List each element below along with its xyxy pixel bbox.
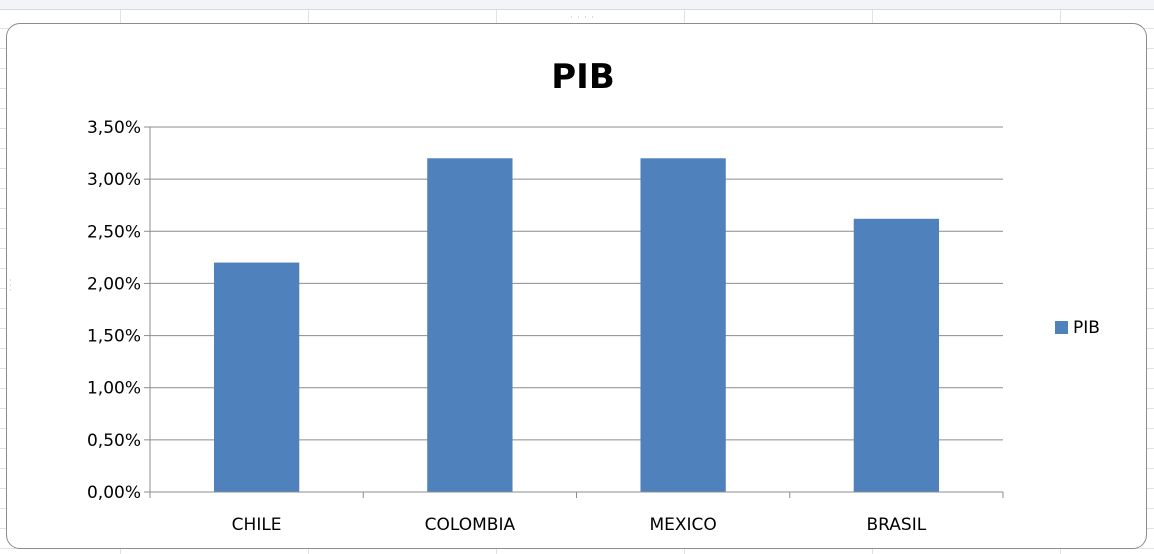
- x-axis-label-chile: CHILE: [232, 515, 282, 535]
- column-header-strip: [0, 0, 1154, 10]
- bar-mexico[interactable]: [640, 158, 726, 493]
- y-axis-tick-label: 3,00%: [87, 170, 141, 190]
- legend[interactable]: PIB: [1055, 318, 1100, 338]
- y-axis-tick-label: 1,00%: [87, 379, 141, 399]
- chart-area[interactable]: [6, 23, 1147, 549]
- y-axis-tick-label: 3,50%: [87, 118, 141, 138]
- y-axis-tick-label: 0,00%: [87, 483, 141, 503]
- x-axis-label-brasil: BRASIL: [867, 515, 927, 535]
- legend-label-pib: PIB: [1073, 318, 1100, 338]
- x-axis-label-mexico: MEXICO: [649, 515, 716, 535]
- y-axis-tick-labels: 0,00% 0,50% 1,00% 1,50% 2,00% 2,50% 3,00% 3,50%: [87, 118, 141, 503]
- chart-resize-handle-left[interactable]: · · ·: [9, 276, 13, 295]
- axes: [144, 126, 1004, 498]
- bar-brasil[interactable]: [853, 218, 940, 492]
- chart-resize-handle-top[interactable]: · · · ·: [570, 13, 595, 22]
- chart-title: PIB: [551, 57, 614, 97]
- x-axis-label-colombia: COLOMBIA: [425, 515, 516, 535]
- y-axis-tick-label: 0,50%: [87, 431, 141, 451]
- x-axis-category-labels: CHILE COLOMBIA MEXICO BRASIL: [232, 515, 927, 535]
- y-axis-tick-label: 1,50%: [87, 327, 141, 347]
- y-axis-tick-label: 2,00%: [87, 274, 141, 294]
- bar-chile[interactable]: [213, 262, 300, 492]
- bars: [213, 158, 940, 493]
- y-axis-tick-label: 2,50%: [87, 222, 141, 242]
- legend-swatch-pib: [1055, 321, 1068, 334]
- bar-colombia[interactable]: [427, 158, 513, 493]
